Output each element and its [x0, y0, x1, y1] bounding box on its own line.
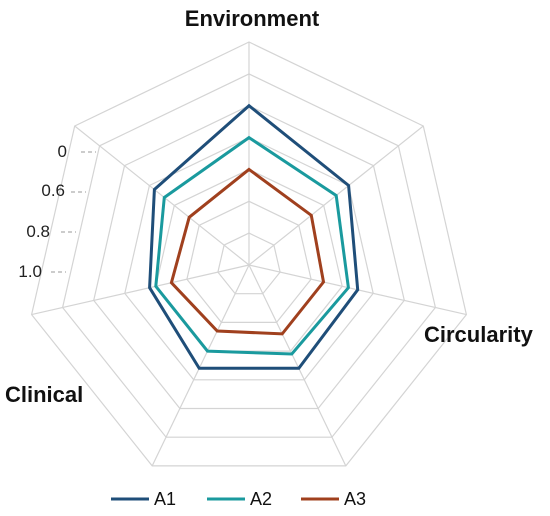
- legend: A1 A2 A3: [111, 489, 366, 509]
- tick-label: 1.0: [18, 262, 42, 281]
- legend-label: A2: [250, 489, 272, 509]
- legend-label: A1: [154, 489, 176, 509]
- legend-item-a1: A1: [111, 489, 176, 509]
- grid-spoke: [31, 264, 250, 316]
- axis-title-circularity: Circularity: [424, 322, 534, 347]
- grid-ring: [61, 73, 437, 438]
- tick-label: 0.8: [26, 222, 50, 241]
- grid-spoke: [248, 264, 347, 467]
- series-a3-line: [169, 167, 326, 336]
- series-layer: [148, 103, 360, 370]
- radar-grid: [30, 41, 468, 467]
- grid-ring: [93, 105, 405, 410]
- grid-spoke: [151, 264, 250, 467]
- grid-ring: [124, 136, 374, 381]
- grid-ring: [186, 200, 312, 323]
- grid-ring: [30, 41, 468, 467]
- series-a2-line: [154, 135, 350, 356]
- series-a1-line: [148, 103, 360, 370]
- axis-title-clinical: Clinical: [5, 382, 83, 407]
- tick-label: 0: [58, 142, 67, 161]
- legend-item-a3: A3: [301, 489, 366, 509]
- tick-label: 0.6: [41, 181, 65, 200]
- axis-title-environment: Environment: [185, 6, 320, 31]
- grid-spoke: [74, 125, 250, 266]
- legend-item-a2: A2: [207, 489, 272, 509]
- legend-label: A3: [344, 489, 366, 509]
- grid-ring: [217, 232, 281, 295]
- tick-labels: 0 0.6 0.8 1.0: [18, 142, 96, 281]
